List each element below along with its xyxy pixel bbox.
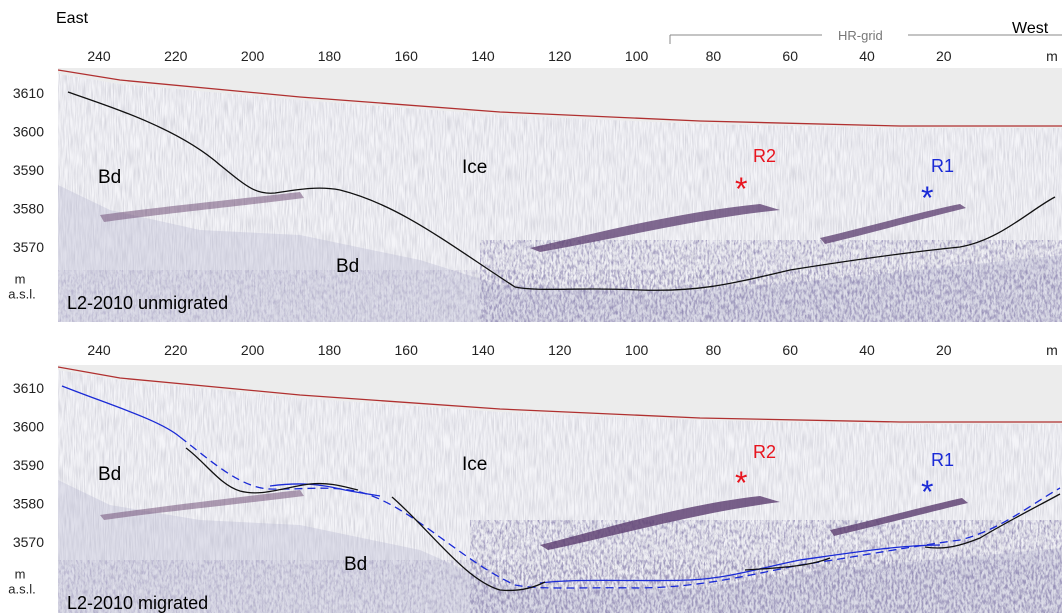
elevation-tick-label: 3610 [13,85,44,101]
distance-axis-top: 240 220 200 180 160 140 120 100 80 60 40 20 m [87,48,1058,64]
distance-tick-label: 200 [241,342,265,358]
distance-tick-label: 240 [87,48,111,64]
panel-unmigrated: Ice Bd Bd R2 * R1 * L2-2010 unmigrated [58,68,1062,322]
elevation-tick-label: 3590 [13,457,44,473]
elevation-tick-label: 3580 [13,496,44,512]
elevation-unit-label: m [15,272,26,287]
bedrock-label-left: Bd [98,167,121,188]
reflector-r2-label: R2 [753,146,776,166]
distance-tick-label: 40 [859,342,875,358]
west-label: West [1012,20,1049,37]
reflector-r1-label-migrated: R1 [931,450,954,470]
distance-tick-label: 20 [936,342,952,358]
ice-label-migrated: Ice [462,454,487,475]
distance-tick-label: 240 [87,342,111,358]
bed-line-unmigrated-solid-2 [269,483,381,497]
bedrock-label-left-migrated: Bd [98,464,121,485]
distance-tick-label: 140 [471,48,495,64]
ice-label: Ice [462,157,487,178]
elevation-tick-label: 3600 [13,419,44,435]
distance-tick-label: 140 [471,342,495,358]
elevation-tick-label: 3590 [13,162,44,178]
ice-surface-line [58,69,1062,127]
distance-tick-label: 220 [164,48,188,64]
bed-line-unmigrated-solid [61,385,181,438]
distance-tick-label: 100 [625,342,649,358]
east-label: East [56,10,89,27]
elevation-tick-label: 3570 [13,534,44,550]
elevation-tick-label: 3570 [13,239,44,255]
elevation-unit-label: m [15,567,26,582]
distance-axis-bottom: 240 220 200 180 160 140 120 100 80 60 40 20 m [87,342,1058,358]
reflector-r1-label: R1 [931,156,954,176]
distance-tick-label: 120 [548,48,572,64]
hr-grid-bracket: HR-grid [669,28,1062,44]
bed-line-migrated-4 [924,493,1061,549]
distance-tick-label: 80 [706,342,722,358]
elevation-unit-label: a.s.l. [8,287,35,302]
bed-line-migrated-3 [744,557,831,571]
elevation-unit-label: a.s.l. [8,582,35,597]
distance-unit-label: m [1046,48,1058,64]
distance-tick-label: 180 [318,48,342,64]
distance-tick-label: 200 [241,48,265,64]
bed-line-migrated [185,447,359,494]
reflector-r2-star-migrated: * [735,465,747,501]
distance-tick-label: 120 [548,342,572,358]
distance-tick-label: 100 [625,48,649,64]
distance-tick-label: 160 [395,342,419,358]
elevation-axis-bottom: 3610 3600 3590 3580 3570 ma.s.l. [8,380,44,597]
reflector-r1-star: * [921,180,933,216]
reflector-r2-label-migrated: R2 [753,442,776,462]
elevation-axis-top: 3610 3600 3590 3580 3570 ma.s.l. [8,85,44,302]
reflector-r1-star-migrated: * [921,474,933,510]
elevation-tick-label: 3610 [13,380,44,396]
elevation-tick-label: 3600 [13,124,44,140]
bed-line-migrated-2 [391,496,546,592]
distance-tick-label: 40 [859,48,875,64]
distance-tick-label: 220 [164,342,188,358]
distance-tick-label: 180 [318,342,342,358]
panel-migrated: Ice Bd Bd R2 * R1 * L2-2010 migrated [58,365,1062,613]
hr-grid-label: HR-grid [838,28,883,43]
panel-title-migrated: L2-2010 migrated [67,593,208,613]
distance-tick-label: 60 [782,342,798,358]
bed-interface-line [67,91,1056,291]
bed-line-unmigrated-solid-3 [539,544,941,584]
distance-tick-label: 80 [706,48,722,64]
distance-tick-label: 60 [782,48,798,64]
bedrock-label-mid: Bd [336,256,359,277]
distance-tick-label: 160 [395,48,419,64]
bed-line-unmigrated-dashed [179,436,1061,589]
distance-tick-label: 20 [936,48,952,64]
reflector-r2-star: * [735,171,747,207]
distance-unit-label: m [1046,342,1058,358]
panel-title-unmigrated: L2-2010 unmigrated [67,293,228,313]
elevation-tick-label: 3580 [13,201,44,217]
bedrock-label-mid-migrated: Bd [344,554,367,575]
ice-surface-line-migrated [58,366,1062,423]
